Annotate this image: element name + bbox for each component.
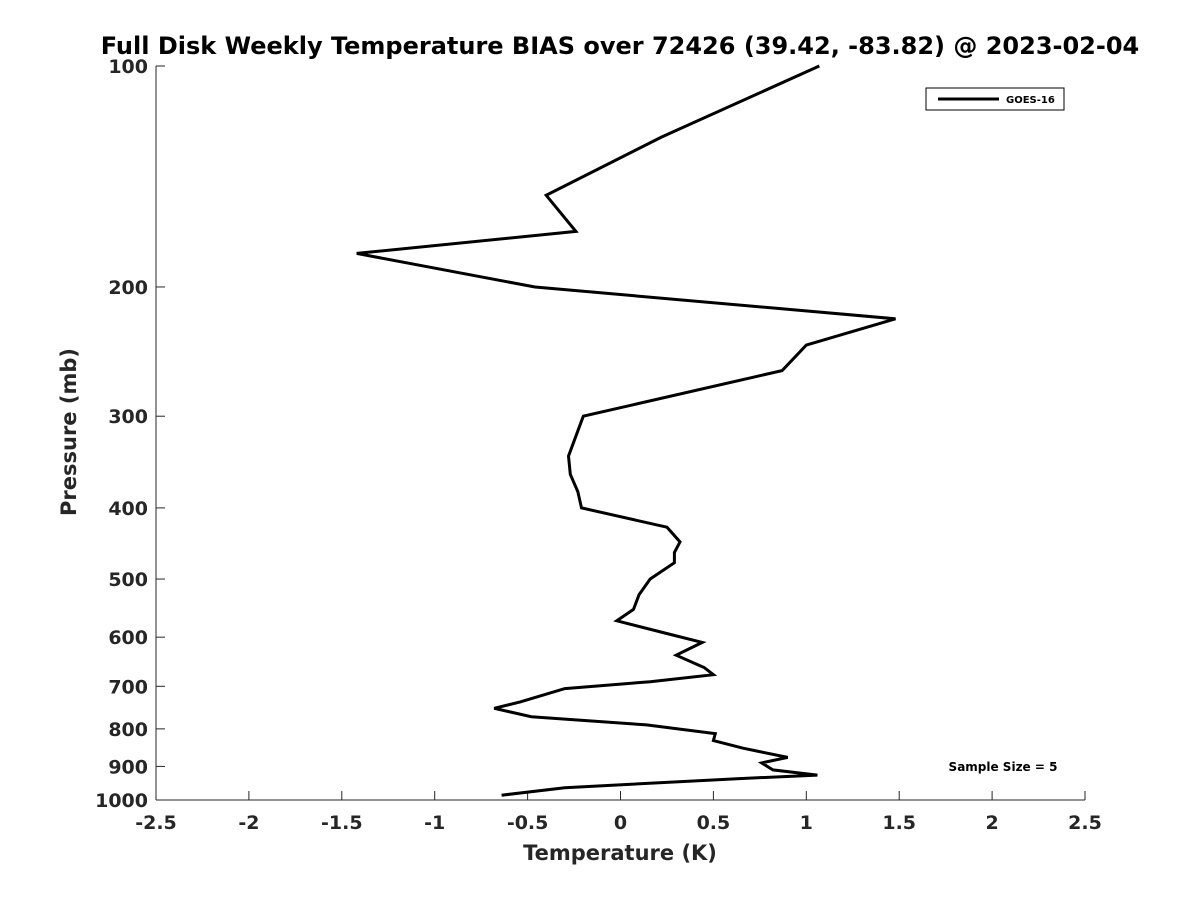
legend: GOES-16 — [925, 87, 1065, 111]
y-tick-label: 700 — [108, 676, 148, 698]
x-tick-label: 0 — [614, 812, 627, 834]
sample-size-annotation: Sample Size = 5 — [949, 760, 1058, 774]
x-tick-label: 2.5 — [1068, 812, 1102, 834]
y-tick-label: 100 — [108, 56, 148, 78]
x-tick-label: -1 — [424, 812, 445, 834]
y-tick-label: 300 — [108, 406, 148, 428]
x-tick-label: 0.5 — [697, 812, 731, 834]
x-tick-label: 1.5 — [882, 812, 916, 834]
legend-entry-goes-16: GOES-16 — [1006, 95, 1055, 106]
x-tick-label: -0.5 — [507, 812, 549, 834]
x-axis-label: Temperature (K) — [523, 841, 717, 865]
y-tick-label: 1000 — [95, 790, 148, 812]
y-tick-label: 600 — [108, 627, 148, 649]
y-tick-label: 200 — [108, 277, 148, 299]
y-axis-label: Pressure (mb) — [57, 348, 81, 516]
x-tick-label: -2 — [238, 812, 259, 834]
x-tick-label: 1 — [800, 812, 813, 834]
plot-area: -2.5 -2 -1.5 -1 -0.5 0 0.5 1 1.5 2 2.5 100 200 300 400… — [95, 56, 1102, 834]
y-tick-label: 400 — [108, 498, 148, 520]
x-tick-label: -2.5 — [135, 812, 177, 834]
series-line-goes-16 — [356, 64, 896, 797]
y-tick-label: 800 — [108, 719, 148, 741]
chart-title: Full Disk Weekly Temperature BIAS over 7… — [101, 32, 1140, 60]
x-tick-label: -1.5 — [321, 812, 363, 834]
y-tick-label: 500 — [108, 569, 148, 591]
y-tick-label: 900 — [108, 756, 148, 778]
x-tick-label: 2 — [985, 812, 998, 834]
